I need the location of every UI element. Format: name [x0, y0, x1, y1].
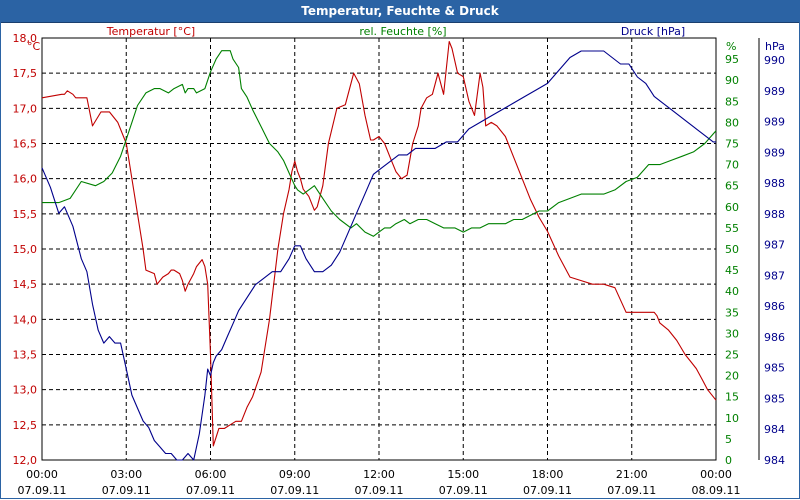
temperature-tick-label: 16,5 — [13, 138, 38, 151]
pressure-tick-label: 989 — [764, 116, 785, 129]
x-tick-date: 07.09.11 — [186, 484, 235, 497]
pressure-tick-label: 985 — [764, 362, 785, 375]
x-tick-date: 07.09.11 — [355, 484, 404, 497]
x-tick-date: 07.09.11 — [523, 484, 572, 497]
temperature-tick-label: 15,5 — [13, 208, 38, 221]
x-tick-time: 15:00 — [447, 468, 479, 481]
pressure-tick-label: 987 — [764, 239, 785, 252]
x-tick-date: 08.09.11 — [692, 484, 741, 497]
chart-svg: 12,0 12,5 13,0 13,5 14,0 14,5 15,0 15,5 16,0 16,5… — [13, 25, 786, 497]
humidity-tick-label: 10 — [725, 412, 739, 425]
humidity-tick-label: 50 — [725, 243, 739, 256]
pressure-tick-label: 984 — [764, 423, 785, 436]
pressure-tick-label: 989 — [764, 85, 785, 98]
x-tick-time: 00:00 — [700, 468, 732, 481]
x-tick-time: 18:00 — [532, 468, 564, 481]
pressure-unit: hPa — [765, 40, 785, 53]
humidity-unit: % — [726, 40, 736, 53]
series-line-druck — [41, 50, 716, 461]
x-tick-date: 07.09.11 — [18, 484, 67, 497]
humidity-tick-label: 90 — [725, 74, 739, 87]
x-tick-time: 21:00 — [616, 468, 648, 481]
temperature-tick-label: 17,5 — [13, 67, 38, 80]
humidity-tick-label: 75 — [725, 138, 739, 151]
temperature-tick-label: 18,0 — [13, 32, 38, 45]
temperature-axis-label: Temperatur [°C] — [106, 25, 195, 38]
x-tick-time: 12:00 — [363, 468, 395, 481]
x-tick-date: 07.09.11 — [439, 484, 488, 497]
x-tick-date: 07.09.11 — [270, 484, 319, 497]
temperature-tick-label: 12,0 — [13, 454, 38, 467]
series-line-temperatur — [41, 40, 717, 447]
humidity-tick-label: 0 — [725, 454, 732, 467]
pressure-tick-label: 987 — [764, 269, 785, 282]
pressure-tick-label: 988 — [764, 208, 785, 221]
humidity-tick-label: 20 — [725, 370, 739, 383]
temperature-tick-label: 13,0 — [13, 384, 38, 397]
temperature-tick-label: 15,0 — [13, 243, 38, 256]
humidity-tick-label: 80 — [725, 116, 739, 129]
pressure-tick-label: 988 — [764, 177, 785, 190]
humidity-tick-label: 60 — [725, 201, 739, 214]
humidity-tick-label: 70 — [725, 159, 739, 172]
humidity-tick-label: 95 — [725, 53, 739, 66]
humidity-tick-label: 25 — [725, 349, 739, 362]
x-tick-date: 07.09.11 — [607, 484, 656, 497]
pressure-tick-label: 984 — [764, 454, 785, 467]
x-tick-time: 09:00 — [279, 468, 311, 481]
temperature-tick-label: 16,0 — [13, 173, 38, 186]
humidity-tick-label: 40 — [725, 285, 739, 298]
temperature-tick-label: 14,0 — [13, 313, 38, 326]
temperature-tick-label: 12,5 — [13, 419, 38, 432]
humidity-tick-label: 65 — [725, 180, 739, 193]
temperature-tick-label: 13,5 — [13, 349, 38, 362]
temperature-unit: °C — [27, 40, 41, 53]
x-tick-time: 00:00 — [26, 468, 58, 481]
chart-frame: 12,0 12,5 13,0 13,5 14,0 14,5 15,0 15,5 16,0 16,5… — [0, 22, 800, 499]
humidity-tick-label: 15 — [725, 391, 739, 404]
humidity-tick-label: 55 — [725, 222, 739, 235]
x-tick-date: 07.09.11 — [102, 484, 151, 497]
pressure-tick-label: 990 — [764, 54, 785, 67]
humidity-tick-label: 45 — [725, 264, 739, 277]
series-line-rel-feuchte — [42, 50, 717, 237]
humidity-tick-label: 35 — [725, 306, 739, 319]
pressure-axis-label: Druck [hPa] — [621, 25, 685, 38]
pressure-tick-label: 989 — [764, 146, 785, 159]
temperature-tick-label: 17,0 — [13, 102, 38, 115]
x-tick-time: 03:00 — [110, 468, 142, 481]
window-title: Temperatur, Feuchte & Druck — [0, 0, 800, 23]
x-tick-time: 06:00 — [195, 468, 227, 481]
humidity-axis-label: rel. Feuchte [%] — [359, 25, 446, 38]
pressure-tick-label: 986 — [764, 331, 785, 344]
humidity-tick-label: 85 — [725, 95, 739, 108]
temperature-tick-label: 14,5 — [13, 278, 38, 291]
humidity-tick-label: 5 — [725, 433, 732, 446]
humidity-tick-label: 30 — [725, 327, 739, 340]
pressure-tick-label: 985 — [764, 392, 785, 405]
pressure-tick-label: 986 — [764, 300, 785, 313]
